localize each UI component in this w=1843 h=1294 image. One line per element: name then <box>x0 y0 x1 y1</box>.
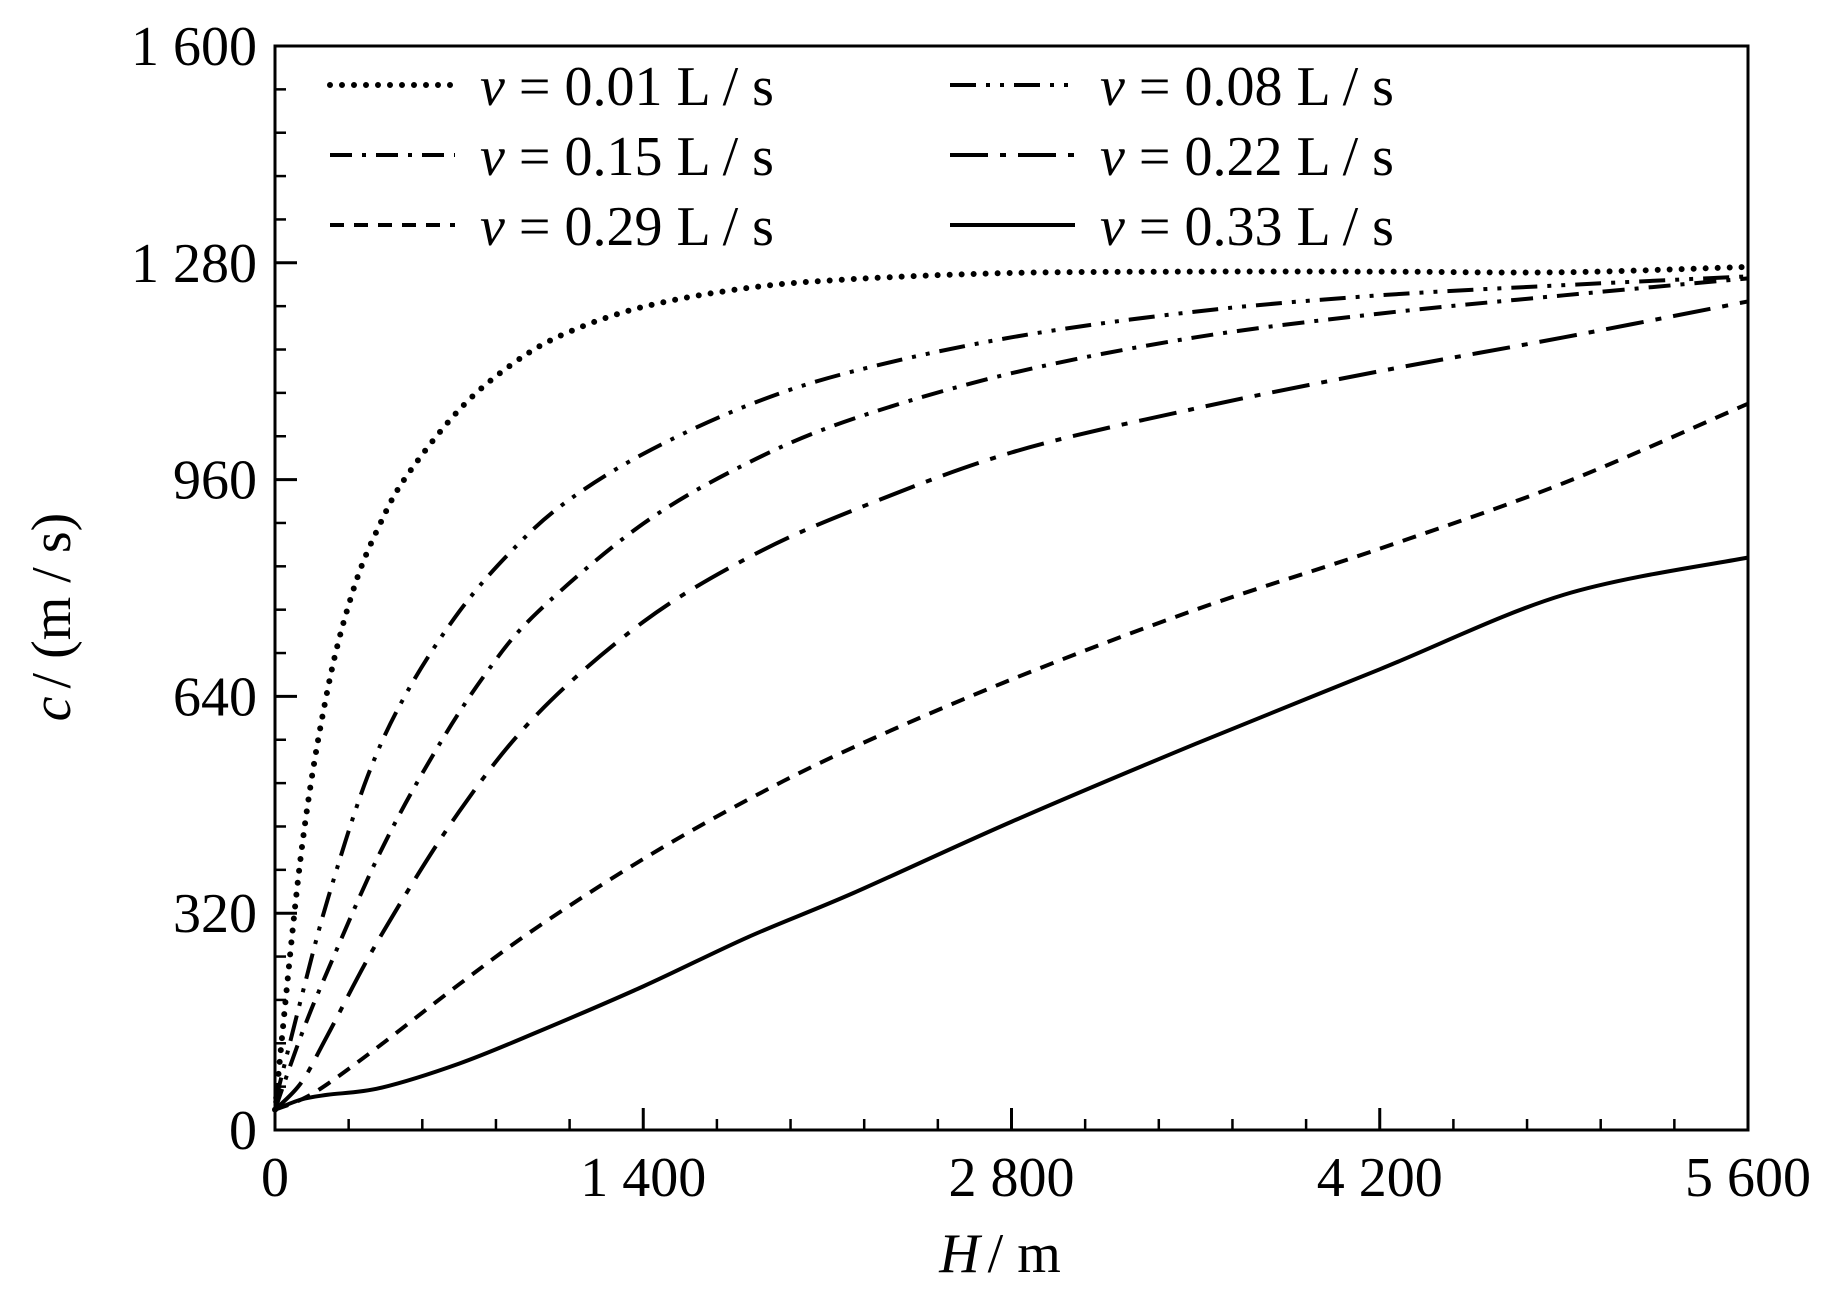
y-tick-label: 320 <box>173 883 257 945</box>
y-axis-symbol: c <box>21 696 83 721</box>
series-line-4 <box>273 299 1749 1112</box>
legend-label: v = 0.15 L / s <box>480 126 774 188</box>
legend-item-2: v = 0.08 L / s <box>950 56 1394 118</box>
legend-label: v = 0.33 L / s <box>1100 196 1394 258</box>
x-tick-label: 4 200 <box>1317 1147 1443 1209</box>
series-line-2 <box>273 274 1749 1104</box>
legend-label: v = 0.22 L / s <box>1100 126 1394 188</box>
legend-label: v = 0.01 L / s <box>480 56 774 118</box>
y-tick-label: 0 <box>229 1100 257 1162</box>
y-tick-label: 960 <box>173 450 257 512</box>
series-lines <box>272 263 1751 1113</box>
legend-label: v = 0.29 L / s <box>480 196 774 258</box>
y-axis-title: c / (m / s) <box>21 513 83 722</box>
legend-item-1: v = 0.01 L / s <box>327 56 774 118</box>
x-tick-label: 5 600 <box>1685 1147 1811 1209</box>
y-tick-label: 1 600 <box>131 16 257 78</box>
series-line-6 <box>274 555 1749 1112</box>
y-axis-unit: / (m / s) <box>21 513 83 689</box>
legend-item-4: v = 0.22 L / s <box>950 126 1394 188</box>
y-axis: 0 320 640 960 1 280 1 600 <box>131 16 297 1162</box>
x-tick-label: 0 <box>261 1147 289 1209</box>
legend-item-5: v = 0.29 L / s <box>330 196 774 258</box>
y-tick-label: 1 280 <box>131 233 257 295</box>
series-line-3 <box>273 276 1749 1111</box>
x-tick-label: 1 400 <box>580 1147 706 1209</box>
series-line-5 <box>274 401 1749 1112</box>
legend-item-6: v = 0.33 L / s <box>950 196 1394 258</box>
y-tick-label: 640 <box>173 666 257 728</box>
x-axis-unit: / m <box>988 1223 1061 1285</box>
x-tick-label: 2 800 <box>949 1147 1075 1209</box>
x-axis-title: H / m <box>938 1223 1061 1285</box>
legend-label: v = 0.08 L / s <box>1100 56 1394 118</box>
x-axis: 0 1 400 2 800 4 200 5 600 <box>261 1108 1811 1209</box>
series-line-1 <box>272 263 1751 1113</box>
x-axis-symbol: H <box>938 1223 982 1285</box>
legend: v = 0.01 L / s v = 0.08 L / s v = 0.15 L /… <box>327 56 1394 258</box>
legend-item-3: v = 0.15 L / s <box>330 126 774 188</box>
